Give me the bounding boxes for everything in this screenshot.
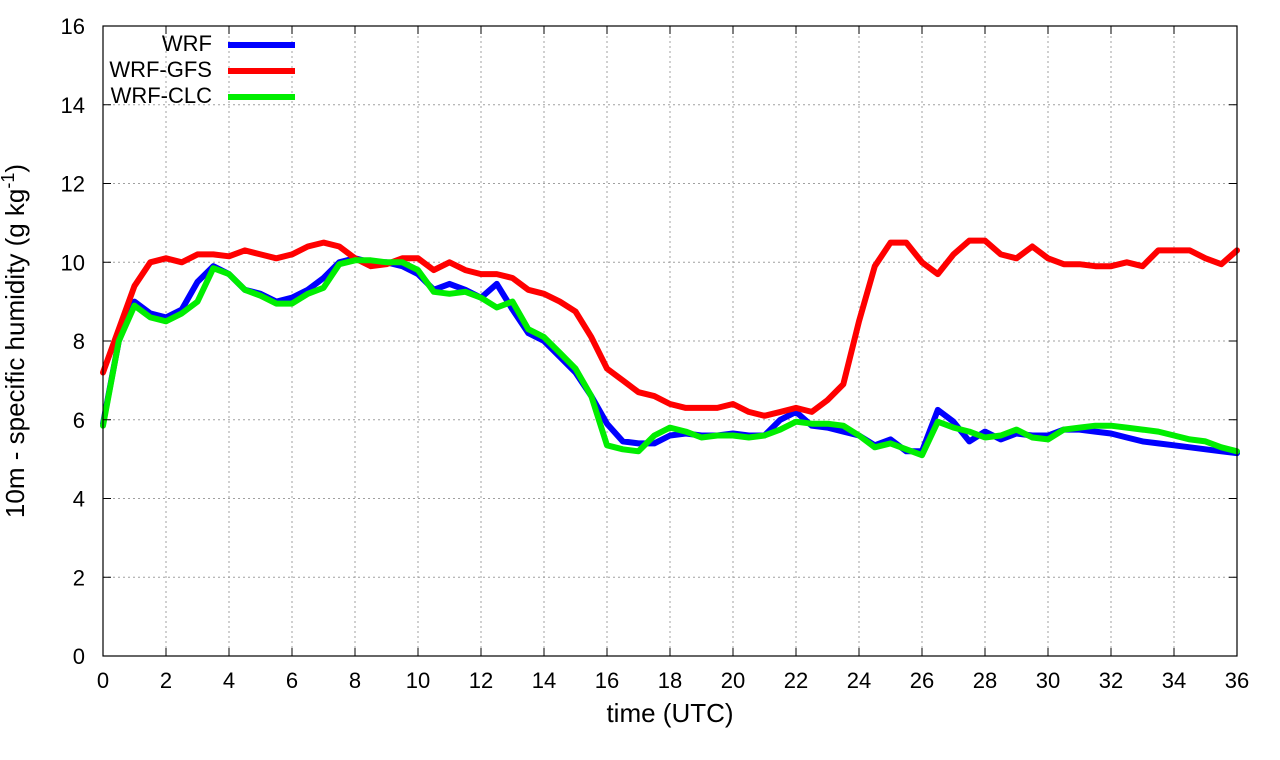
- x-tick-label: 6: [286, 668, 298, 693]
- y-tick-label: 0: [73, 644, 85, 669]
- series-line-wrf-clc: [100, 257, 1240, 459]
- x-tick-label: 4: [223, 668, 235, 693]
- x-tick-label: 28: [973, 668, 997, 693]
- legend-label-wrf-clc: WRF-CLC: [111, 83, 213, 108]
- y-axis-label: 10m - specific humidity (g kg-1): [0, 164, 30, 518]
- y-axis-label-close: ): [0, 164, 30, 173]
- x-tick-label: 26: [910, 668, 934, 693]
- x-axis-label: time (UTC): [606, 698, 733, 728]
- y-tick-label: 4: [73, 487, 85, 512]
- x-tick-label: 8: [349, 668, 361, 693]
- grid: [103, 26, 1237, 656]
- y-tick-label: 10: [61, 250, 85, 275]
- y-tick-label: 16: [61, 14, 85, 39]
- y-tick-label: 2: [73, 565, 85, 590]
- y-axis-label-sup: -1: [0, 173, 18, 189]
- legend-item-wrf: WRF: [162, 31, 295, 56]
- series-line-wrf-gfs: [100, 237, 1240, 419]
- x-tick-label: 0: [97, 668, 109, 693]
- x-tick-label: 32: [1099, 668, 1123, 693]
- y-tick-label: 12: [61, 172, 85, 197]
- legend-item-wrf-gfs: WRF-GFS: [109, 57, 295, 82]
- y-tick-label: 14: [61, 93, 85, 118]
- legend-label-wrf-gfs: WRF-GFS: [109, 57, 212, 82]
- x-tick-label: 34: [1162, 668, 1186, 693]
- x-tick-label: 14: [532, 668, 556, 693]
- y-axis-label-main: 10m - specific humidity (g kg: [0, 189, 30, 518]
- x-tick-label: 18: [658, 668, 682, 693]
- x-tick-label: 20: [721, 668, 745, 693]
- legend: WRF WRF-GFS WRF-CLC: [109, 31, 295, 108]
- series-line-wrf: [100, 255, 1240, 457]
- legend-item-wrf-clc: WRF-CLC: [111, 83, 295, 108]
- series-group: [100, 237, 1240, 459]
- x-tick-label: 12: [469, 668, 493, 693]
- x-tick-label: 36: [1225, 668, 1249, 693]
- x-tick-label: 10: [406, 668, 430, 693]
- x-tick-label: 16: [595, 668, 619, 693]
- x-tick-label: 30: [1036, 668, 1060, 693]
- x-tick-label: 22: [784, 668, 808, 693]
- x-tick-label: 2: [160, 668, 172, 693]
- x-tick-label: 24: [847, 668, 871, 693]
- y-tick-label: 6: [73, 408, 85, 433]
- y-tick-label: 8: [73, 329, 85, 354]
- legend-label-wrf: WRF: [162, 31, 212, 56]
- axis-ticks: 0 2 4 6 8 10 12 14 16 18 20 22 24 26 28 30 32 34 360246810…: [61, 14, 1250, 693]
